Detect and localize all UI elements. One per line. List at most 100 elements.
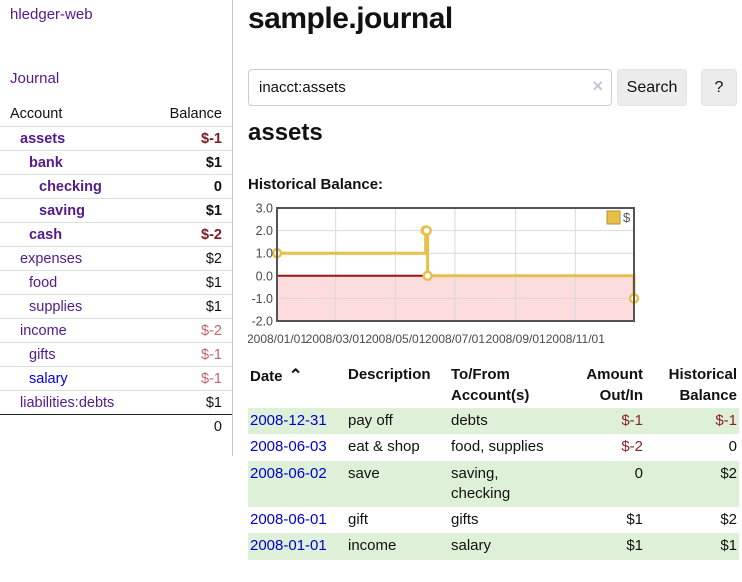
- transaction-amount: $-2: [621, 438, 643, 456]
- account-balance: $1: [205, 274, 222, 291]
- y-axis-tick-label: 0.0: [256, 269, 273, 283]
- transaction-date-link[interactable]: 2008-06-02: [250, 464, 327, 482]
- transaction-amount: $-1: [621, 412, 643, 429]
- account-row: salary $-1: [0, 366, 232, 391]
- account-link-expenses[interactable]: expenses: [20, 250, 83, 267]
- accounts-header-row: Account Balance: [0, 102, 232, 127]
- account-row: income $-2: [0, 318, 232, 343]
- transaction-row: 2008-06-02 save saving, checking 0 $2: [248, 460, 739, 507]
- transaction-balance: $2: [720, 511, 737, 528]
- account-row: cash $-2: [0, 222, 232, 247]
- register-table: Date ⌃ Description To/From Account(s) Amo…: [248, 362, 739, 560]
- transaction-row: 2008-06-03 eat & shop food, supplies $-2 0: [248, 434, 739, 460]
- account-row: food $1: [0, 270, 232, 295]
- account-row: gifts $-1: [0, 342, 232, 367]
- account-balance: $2: [205, 250, 222, 267]
- transaction-row: 2008-06-01 gift gifts $1 $2: [248, 507, 739, 533]
- x-axis-tick-label: 2008/03/01: [306, 332, 366, 346]
- account-balance: $-1: [201, 346, 222, 363]
- account-row: supplies $1: [0, 294, 232, 319]
- account-row: liabilities:debts $1: [0, 390, 232, 415]
- account-link-cash[interactable]: cash: [29, 226, 63, 243]
- account-link-bank[interactable]: bank: [29, 154, 63, 171]
- chart-title: Historical Balance:: [248, 176, 384, 193]
- account-balance: $-2: [201, 226, 222, 243]
- y-axis-tick-label: 3.0: [256, 202, 273, 216]
- transaction-balance: $1: [720, 537, 737, 555]
- register-col-date-sort[interactable]: Date ⌃: [248, 362, 346, 408]
- x-axis-tick-label: 2008/05/01: [365, 332, 425, 346]
- search-input[interactable]: [248, 69, 612, 106]
- account-heading: assets: [248, 119, 323, 146]
- brand-link[interactable]: hledger-web: [10, 6, 93, 23]
- transaction-date-link[interactable]: 2008-01-01: [250, 537, 327, 555]
- account-balance: $-1: [201, 370, 222, 387]
- help-button[interactable]: ?: [701, 69, 737, 106]
- transaction-accounts: salary: [451, 537, 492, 555]
- account-balance: $1: [205, 154, 222, 171]
- account-link-assets[interactable]: assets: [20, 130, 66, 147]
- account-link-gifts[interactable]: gifts: [29, 346, 56, 363]
- legend-swatch: [606, 210, 621, 225]
- account-link-food[interactable]: food: [29, 274, 58, 291]
- account-link-salary[interactable]: salary: [29, 370, 68, 387]
- transaction-amount: $1: [626, 511, 643, 528]
- y-axis-tick-label: -1.0: [251, 292, 273, 306]
- transaction-description: save: [348, 464, 380, 482]
- account-link-liabilities-debts[interactable]: liabilities:debts: [20, 394, 115, 411]
- y-axis-tick-label: -2.0: [251, 315, 273, 329]
- transaction-balance: $2: [720, 464, 737, 482]
- register-col-amount: Amount Out/In: [586, 366, 643, 404]
- search-form: × Search ?: [248, 69, 742, 107]
- data-point-marker: [421, 225, 432, 236]
- historical-balance-chart: $3.0 2.0 1.0 0.0 -1.0 -2.0 2008/01/01 2008/03/0…: [247, 202, 742, 352]
- register-col-date-label: Date: [250, 368, 283, 385]
- accounts-total-row: 0: [0, 414, 232, 439]
- transaction-balance: $-1: [715, 412, 737, 429]
- transaction-row: 2008-01-01 income salary $1 $1: [248, 533, 739, 560]
- transaction-date-link[interactable]: 2008-06-03: [250, 438, 327, 456]
- account-row: expenses $2: [0, 246, 232, 271]
- sidebar-item-journal[interactable]: Journal: [10, 70, 60, 87]
- x-axis-tick-label: 2008/01/01: [248, 332, 307, 346]
- account-link-supplies[interactable]: supplies: [29, 298, 83, 315]
- transaction-row: 2008-12-31 pay off debts $-1 $-1: [248, 408, 739, 435]
- transaction-date-link[interactable]: 2008-06-01: [250, 511, 327, 528]
- transaction-amount: $1: [626, 537, 643, 555]
- account-row: checking 0: [0, 174, 232, 199]
- search-input-wrap: ×: [248, 69, 612, 106]
- main-content: sample.journal × Search ? assets Histori…: [247, 0, 742, 582]
- transaction-description: income: [348, 537, 397, 555]
- register-col-balance: Historical Balance: [668, 366, 737, 404]
- account-link-checking[interactable]: checking: [39, 178, 102, 195]
- page-title: sample.journal: [248, 2, 453, 35]
- transaction-balance: 0: [728, 438, 737, 456]
- transaction-accounts: gifts: [451, 511, 479, 528]
- transaction-accounts: saving, checking: [451, 464, 511, 502]
- register-col-account: To/From Account(s): [451, 366, 530, 404]
- transaction-date-link[interactable]: 2008-12-31: [250, 412, 327, 429]
- transaction-accounts: food, supplies: [451, 438, 544, 456]
- account-balance: 0: [213, 178, 222, 195]
- search-button[interactable]: Search: [617, 69, 687, 106]
- data-point-marker: [422, 270, 433, 282]
- transaction-amount: 0: [634, 464, 643, 482]
- chart-canvas: $3.0 2.0 1.0 0.0 -1.0 -2.0 2008/01/012008/03/0…: [247, 202, 640, 346]
- x-axis-tick-label: 2008/07/01: [425, 332, 485, 346]
- accounts-col-balance: Balance: [169, 106, 222, 122]
- account-balance: $1: [205, 202, 222, 219]
- account-link-income[interactable]: income: [20, 322, 67, 339]
- clear-search-icon[interactable]: ×: [592, 76, 603, 96]
- y-axis-tick-label: 1.0: [256, 247, 273, 261]
- account-link-saving[interactable]: saving: [39, 202, 85, 219]
- account-balance: $-1: [201, 130, 222, 147]
- register-header-row: Date ⌃ Description To/From Account(s) Amo…: [248, 362, 739, 408]
- sidebar: hledger-web Journal Account Balance asse…: [0, 0, 233, 456]
- y-axis-tick-label: 2.0: [256, 224, 273, 238]
- accounts-total-balance: 0: [213, 418, 222, 435]
- transaction-description: eat & shop: [348, 438, 420, 456]
- account-row: bank $1: [0, 150, 232, 175]
- accounts-col-account: Account: [10, 106, 63, 122]
- account-balance: $1: [205, 298, 222, 315]
- transaction-accounts: debts: [451, 412, 488, 429]
